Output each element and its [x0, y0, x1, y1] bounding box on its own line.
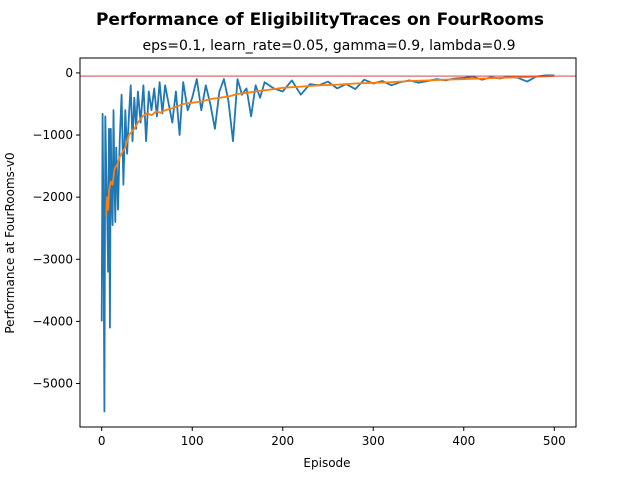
x-tick-label: 200	[271, 434, 294, 448]
y-tick-label: 0	[65, 66, 73, 80]
y-tick-label: −3000	[32, 252, 73, 266]
series-2-line	[105, 75, 555, 216]
x-tick-label: 300	[362, 434, 385, 448]
axis-ticks: 0 100 200 300 400 500 −5000 −4000 −3000 −2000 −100…	[32, 66, 565, 448]
x-tick-label: 500	[543, 434, 566, 448]
y-axis-label: Performance at FourRooms-v0	[3, 152, 17, 333]
x-tick-label: 100	[181, 434, 204, 448]
x-tick-label: 400	[452, 434, 475, 448]
y-tick-label: −2000	[32, 190, 73, 204]
y-tick-label: −4000	[32, 314, 73, 328]
y-tick-label: −1000	[32, 128, 73, 142]
chart-title: Performance of EligibilityTraces on Four…	[96, 10, 544, 30]
x-tick-label: 0	[98, 434, 106, 448]
series-1-line	[100, 74, 555, 413]
plot-frame	[79, 57, 577, 428]
x-axis-label: Episode	[303, 456, 350, 470]
chart-subtitle: eps=0.1, learn_rate=0.05, gamma=0.9, lam…	[142, 38, 515, 54]
y-tick-label: −5000	[32, 377, 73, 391]
plot-area	[80, 74, 576, 413]
